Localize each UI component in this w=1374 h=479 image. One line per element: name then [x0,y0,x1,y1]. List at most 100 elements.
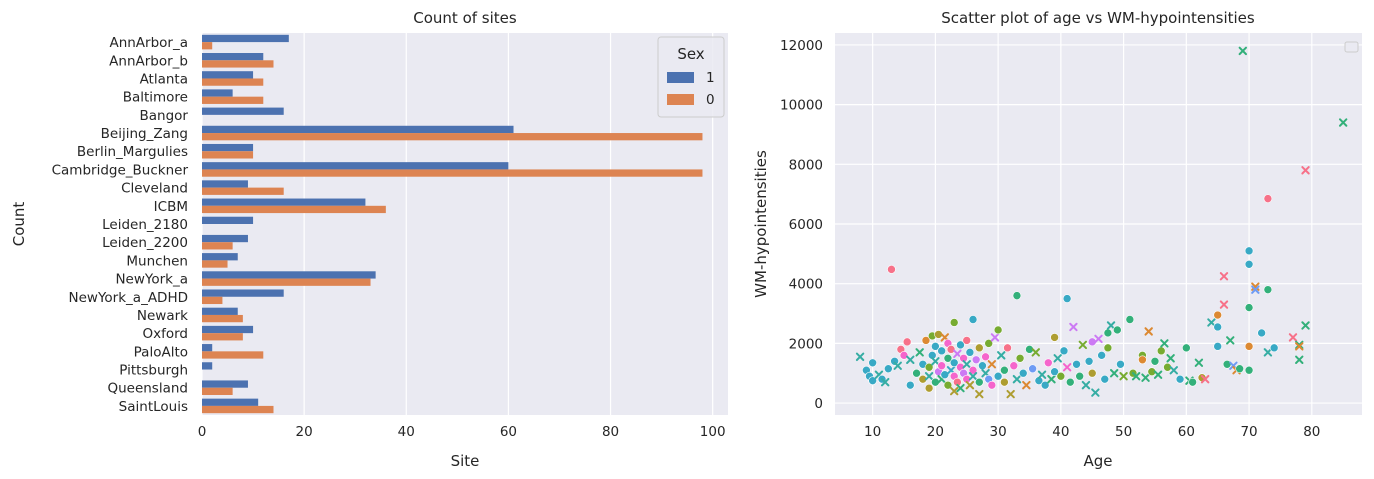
scatter-point [993,325,1003,335]
scatter-point [949,358,959,368]
scatter-point [1288,333,1298,342]
scatter-point [1044,358,1053,368]
scatter-point [1040,380,1050,390]
bar-chart-category-label: Baltimore [123,90,188,106]
bar-chart-category-label: Berlin_Margulies [77,144,188,160]
scatter-x-tick-label: 50 [1115,424,1132,440]
scatter-point [1244,303,1254,312]
bar-sex-1 [202,107,284,115]
bar-chart-y-axis-label: Count [10,202,28,247]
bar-chart-category-label: PaloAlto [134,344,188,360]
scatter-point [1263,194,1273,203]
scatter-point [990,333,1000,342]
scatter-point [971,355,981,365]
scatter-point [899,351,909,360]
scatter-point [987,360,997,369]
scatter-point [943,380,953,390]
bar-sex-0 [202,151,254,159]
scatter-point [1031,348,1040,357]
scatter-point [962,336,972,345]
scatter-points [855,46,1348,399]
scatter-point [1301,321,1310,330]
scatter-point [1037,370,1047,379]
bar-sex-1 [202,398,259,406]
bar-chart-bars [202,34,703,414]
legend-label-sex-0: 0 [706,92,715,108]
scatter-point [868,376,877,385]
bar-chart-category-label: Munchen [126,253,188,269]
scatter-point [1207,318,1216,327]
scatter-point [1065,377,1075,387]
scatter-point [1175,374,1185,384]
scatter-point [1169,366,1178,375]
scatter-point [855,352,865,362]
scatter-point [1084,356,1094,366]
bar-sex-0 [202,387,233,395]
scatter-point [1103,328,1113,338]
scatter-point [1050,333,1059,342]
legend-title: Sex [677,45,704,63]
scatter-point [956,383,965,393]
bar-chart-category-label: Atlanta [140,71,188,87]
scatter-point [887,265,896,274]
scatter-point [915,348,924,357]
scatter-point [1295,340,1304,350]
scatter-point [974,377,984,387]
scatter-point [1125,315,1135,324]
scatter-y-tick-label: 8000 [789,157,823,173]
scatter-point [1072,359,1081,369]
scatter-point [1069,322,1078,332]
legend-swatch-sex-1 [667,72,694,83]
scatter-point [868,358,877,368]
sex-legend: Sex 1 0 [657,36,725,118]
bar-sex-1 [202,162,509,170]
scatter-point [1028,364,1037,374]
bar-sex-0 [202,78,264,86]
scatter-point [1144,327,1153,336]
scatter-point [1062,294,1072,303]
scatter-point [912,368,921,378]
scatter-point [940,370,950,380]
scatter-point [893,361,902,370]
bar-sex-0 [202,296,223,305]
bar-chart-category-label: Pittsburgh [119,363,188,379]
scatter-point [1018,368,1028,378]
bar-sex-1 [202,362,213,370]
scatter-point [1194,358,1204,367]
scatter-point [1097,351,1106,360]
scatter-point [1295,355,1304,364]
scatter-point [993,371,1003,381]
bar-chart-ticks: 0 20 40 60 80 100 AnnArbor_a AnnArbor_b Atlanta B… [52,35,726,440]
scatter-point [975,389,984,399]
scatter-point [984,339,994,348]
scatter-x-tick-label: 20 [927,424,944,440]
scatter-point [1056,371,1066,381]
scatter-point [1244,365,1254,375]
bar-sex-0 [202,133,703,141]
scatter-point [981,352,990,362]
bar-chart-category-label: Cambridge_Buckner [52,162,189,178]
scatter-point [1338,118,1348,127]
bar-sex-1 [202,143,254,152]
bar-sex-1 [202,325,254,334]
scatter-point [1119,372,1128,381]
scatter-point [1269,343,1279,353]
scatter-y-tick-label: 10000 [780,98,823,114]
scatter-point [1103,343,1113,353]
bar-sex-1 [202,380,248,388]
scatter-point [997,351,1006,360]
bar-chart-category-label: AnnArbor_a [109,35,188,51]
scatter-point [1009,361,1019,371]
scatter-point [1113,325,1122,335]
bar-sex-0 [202,42,213,50]
scatter-point [1006,389,1015,399]
scatter-point [1238,46,1247,56]
scatter-point [1094,334,1103,344]
bar-chart-x-tick-label: 0 [198,424,207,440]
scatter-point [1263,348,1273,357]
scatter-ticks: 10 20 30 40 50 60 70 80 0 2000 4000 6000 8000 10000 12… [780,38,1320,440]
scatter-point [965,348,975,357]
scatter-point [1222,359,1232,369]
scatter-point [1251,285,1260,294]
site-count-bar-chart: 0 20 40 60 80 100 AnnArbor_a AnnArbor_b Atlanta B… [10,9,728,470]
